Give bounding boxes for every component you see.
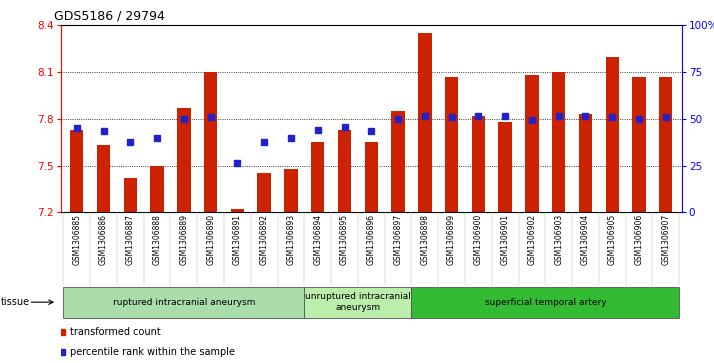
Text: GSM1306887: GSM1306887 bbox=[126, 214, 135, 265]
Bar bbox=[284, 169, 298, 212]
Bar bbox=[472, 116, 485, 212]
Bar bbox=[526, 75, 538, 212]
Text: GSM1306902: GSM1306902 bbox=[528, 214, 536, 265]
Bar bbox=[231, 209, 244, 212]
Bar bbox=[64, 287, 304, 318]
Text: GSM1306896: GSM1306896 bbox=[367, 214, 376, 265]
Text: GSM1306893: GSM1306893 bbox=[286, 214, 296, 265]
Text: GSM1306897: GSM1306897 bbox=[393, 214, 403, 265]
Text: GSM1306892: GSM1306892 bbox=[260, 214, 268, 265]
Bar bbox=[633, 77, 645, 212]
Text: GSM1306889: GSM1306889 bbox=[179, 214, 188, 265]
Bar bbox=[204, 72, 217, 212]
Text: superficial temporal artery: superficial temporal artery bbox=[485, 298, 606, 307]
Bar bbox=[151, 166, 164, 212]
Bar bbox=[177, 108, 191, 212]
Text: GSM1306907: GSM1306907 bbox=[661, 214, 670, 265]
Text: GSM1306891: GSM1306891 bbox=[233, 214, 242, 265]
Bar bbox=[365, 142, 378, 212]
Bar bbox=[579, 114, 592, 212]
Bar bbox=[659, 77, 673, 212]
Text: GSM1306906: GSM1306906 bbox=[635, 214, 643, 265]
Text: GSM1306905: GSM1306905 bbox=[608, 214, 617, 265]
Text: percentile rank within the sample: percentile rank within the sample bbox=[70, 347, 235, 357]
Bar bbox=[338, 130, 351, 212]
Text: GSM1306903: GSM1306903 bbox=[554, 214, 563, 265]
Bar bbox=[605, 57, 619, 212]
Bar bbox=[258, 174, 271, 212]
Text: GSM1306886: GSM1306886 bbox=[99, 214, 108, 265]
Bar bbox=[445, 77, 458, 212]
Bar bbox=[411, 287, 679, 318]
Text: GSM1306900: GSM1306900 bbox=[474, 214, 483, 265]
Text: unruptured intracranial
aneurysm: unruptured intracranial aneurysm bbox=[305, 293, 411, 312]
Text: GSM1306898: GSM1306898 bbox=[421, 214, 429, 265]
Bar bbox=[124, 178, 137, 212]
Text: tissue: tissue bbox=[1, 297, 30, 307]
Bar bbox=[70, 130, 84, 212]
Bar bbox=[311, 142, 324, 212]
Text: GSM1306904: GSM1306904 bbox=[581, 214, 590, 265]
Text: GSM1306885: GSM1306885 bbox=[72, 214, 81, 265]
Text: GDS5186 / 29794: GDS5186 / 29794 bbox=[54, 9, 164, 22]
Text: GSM1306899: GSM1306899 bbox=[447, 214, 456, 265]
Bar bbox=[97, 145, 110, 212]
Bar bbox=[552, 72, 565, 212]
Text: transformed count: transformed count bbox=[70, 327, 161, 337]
Text: GSM1306901: GSM1306901 bbox=[501, 214, 510, 265]
Bar bbox=[304, 287, 411, 318]
Bar bbox=[418, 33, 431, 212]
Text: GSM1306894: GSM1306894 bbox=[313, 214, 322, 265]
Text: ruptured intracranial aneurysm: ruptured intracranial aneurysm bbox=[113, 298, 255, 307]
Text: GSM1306890: GSM1306890 bbox=[206, 214, 215, 265]
Bar bbox=[391, 111, 405, 212]
Bar bbox=[498, 122, 512, 212]
Text: GSM1306895: GSM1306895 bbox=[340, 214, 349, 265]
Text: GSM1306888: GSM1306888 bbox=[153, 214, 161, 265]
